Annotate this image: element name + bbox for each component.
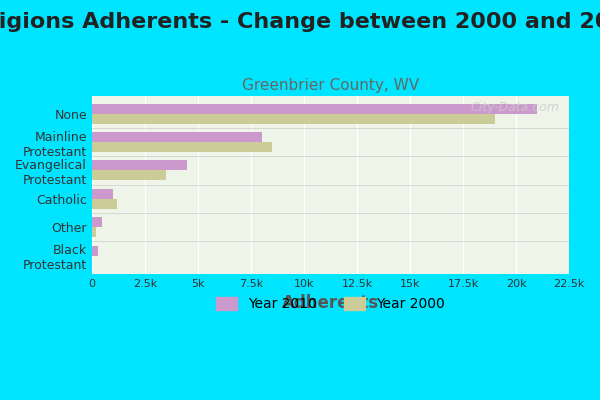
Bar: [92, 189, 113, 199]
X-axis label: Adherents: Adherents: [282, 294, 379, 312]
Bar: [92, 114, 495, 124]
Bar: [92, 142, 272, 152]
Bar: [92, 170, 166, 180]
Text: City-Data.com: City-Data.com: [471, 101, 560, 114]
Bar: [92, 160, 187, 170]
Bar: [92, 246, 98, 256]
Bar: [92, 104, 538, 114]
Bar: [92, 227, 96, 237]
Bar: [92, 217, 103, 227]
Bar: [92, 132, 262, 142]
Title: Greenbrier County, WV: Greenbrier County, WV: [242, 78, 419, 93]
Bar: [92, 199, 117, 209]
Text: Religions Adherents - Change between 2000 and 2010: Religions Adherents - Change between 200…: [0, 12, 600, 32]
Legend: Year 2010, Year 2000: Year 2010, Year 2000: [211, 292, 451, 317]
